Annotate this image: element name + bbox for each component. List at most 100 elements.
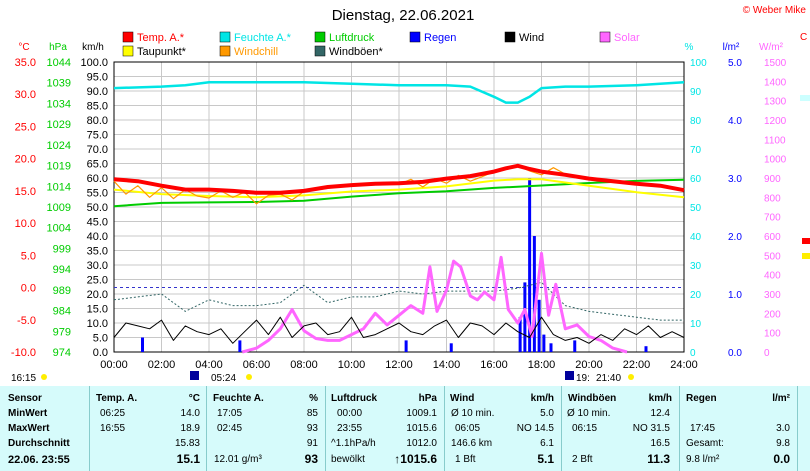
tick-label-solar_wm2: 400 bbox=[764, 271, 781, 282]
axis-title-rain_lm2: l/m² bbox=[723, 42, 740, 53]
tick-label-solar_wm2: 700 bbox=[764, 213, 781, 224]
series-line-wind bbox=[113, 316, 685, 344]
axis-title-temp_c: °C bbox=[18, 42, 29, 53]
tick-label-wind_kmh: 95.0 bbox=[87, 72, 108, 84]
legend-swatch bbox=[219, 31, 231, 43]
legend-swatch bbox=[599, 31, 611, 43]
rain-bar bbox=[404, 340, 408, 352]
legend-swatch bbox=[122, 45, 134, 57]
tick-label-wind_kmh: 30.0 bbox=[87, 260, 108, 272]
tick-label-pressure_hpa: 1039 bbox=[47, 78, 71, 90]
tick-label-temp_c: 35.0 bbox=[15, 57, 36, 69]
x-tick-label: 14:00 bbox=[433, 359, 461, 371]
legend-label: Wind bbox=[519, 32, 544, 44]
min-press-time: 00:00 bbox=[337, 408, 363, 419]
tick-label-temp_c: -5.0 bbox=[17, 315, 36, 327]
x-tick-label: 10:00 bbox=[338, 359, 366, 371]
sun-icon-3 bbox=[628, 374, 634, 380]
avg-press: 1012.0 bbox=[406, 438, 437, 449]
stats-table: Sensor Temp. A. °C Feuchte A. % Luftdruc… bbox=[0, 386, 810, 471]
rain-bar bbox=[542, 334, 546, 352]
tick-label-wind_kmh: 15.0 bbox=[87, 304, 108, 316]
row-label-current: 22.06. 23:55 bbox=[8, 454, 70, 466]
tick-label-wind_kmh: 75.0 bbox=[87, 130, 108, 142]
tick-label-humidity_pct: 40 bbox=[690, 232, 702, 243]
header-sensor: Sensor bbox=[8, 393, 42, 404]
current-rain: 0.0 bbox=[773, 452, 790, 466]
tick-label-humidity_pct: 10 bbox=[690, 319, 702, 330]
max-gust: NO 31.5 bbox=[632, 423, 670, 434]
x-tick-label: 22:00 bbox=[623, 359, 651, 371]
header-rain: Regen bbox=[686, 393, 717, 404]
tick-label-wind_kmh: 35.0 bbox=[87, 246, 108, 258]
min-wind-label: Ø 10 min. bbox=[451, 408, 495, 419]
edge-indicator-1: C bbox=[800, 32, 807, 43]
tick-label-solar_wm2: 0 bbox=[764, 348, 770, 359]
tick-label-humidity_pct: 60 bbox=[690, 174, 702, 185]
tick-label-humidity_pct: 0 bbox=[690, 348, 696, 359]
copyright-text: © Weber Mike bbox=[743, 5, 807, 16]
legend-label: Taupunkt* bbox=[137, 46, 187, 58]
weather-forecast: bewölkt bbox=[331, 454, 365, 465]
current-hum: 93 bbox=[304, 452, 318, 466]
tick-label-solar_wm2: 1400 bbox=[764, 77, 787, 88]
min-hum: 85 bbox=[306, 408, 318, 419]
legend-swatch bbox=[219, 45, 231, 57]
tick-label-pressure_hpa: 1019 bbox=[47, 161, 71, 173]
header-wind: Wind bbox=[450, 393, 475, 404]
chart-title: Dienstag, 22.06.2021 bbox=[332, 7, 475, 24]
tick-label-temp_c: 30.0 bbox=[15, 89, 36, 101]
tick-label-solar_wm2: 300 bbox=[764, 290, 781, 301]
tick-label-wind_kmh: 70.0 bbox=[87, 144, 108, 156]
rain-bar bbox=[549, 343, 553, 352]
tick-label-wind_kmh: 20.0 bbox=[87, 289, 108, 301]
current-gust-bft: 2 Bft bbox=[572, 454, 593, 465]
tick-label-wind_kmh: 55.0 bbox=[87, 188, 108, 200]
avg-temp: 15.83 bbox=[174, 438, 200, 449]
legend-swatch bbox=[122, 31, 134, 43]
x-tick-label: 12:00 bbox=[385, 359, 413, 371]
tick-label-humidity_pct: 20 bbox=[690, 290, 702, 301]
tick-label-pressure_hpa: 989 bbox=[53, 285, 71, 297]
x-tick-label: 02:00 bbox=[148, 359, 176, 371]
legend-label: Feuchte A.* bbox=[234, 32, 292, 44]
edge-indicator-3 bbox=[802, 238, 810, 244]
rain-bar bbox=[537, 299, 541, 352]
x-tick-label: 06:00 bbox=[243, 359, 271, 371]
tick-label-temp_c: 0.0 bbox=[21, 283, 36, 295]
max-rain: 3.0 bbox=[776, 423, 790, 434]
min-hum-time: 17:05 bbox=[217, 408, 243, 419]
rain-bar bbox=[532, 236, 536, 352]
header-humidity-unit: % bbox=[309, 393, 318, 404]
tick-label-pressure_hpa: 999 bbox=[53, 243, 71, 255]
tick-label-pressure_hpa: 979 bbox=[53, 326, 71, 338]
legend-label: Windchill bbox=[234, 46, 278, 58]
current-press: ↑1015.6 bbox=[394, 452, 437, 466]
rain-bar bbox=[573, 340, 577, 352]
tick-label-wind_kmh: 10.0 bbox=[87, 318, 108, 330]
column-separator bbox=[325, 386, 326, 471]
series-layer bbox=[113, 81, 685, 354]
x-tick-label: 08:00 bbox=[290, 359, 318, 371]
sun-icon-2 bbox=[246, 374, 252, 380]
sunset-time: 21:40 bbox=[596, 373, 621, 384]
wind-distance: 146.6 km bbox=[451, 438, 493, 449]
plot-frame bbox=[113, 61, 685, 353]
header-humidity: Feuchte A. bbox=[213, 393, 264, 404]
tick-label-rain_lm2: 5.0 bbox=[728, 58, 742, 69]
row-label-min: MinWert bbox=[8, 408, 48, 419]
tick-label-temp_c: 20.0 bbox=[15, 154, 36, 166]
header-wind-unit: km/h bbox=[530, 393, 554, 404]
row-label-max: MaxWert bbox=[8, 423, 50, 434]
tick-label-rain_lm2: 0.0 bbox=[728, 348, 742, 359]
tick-label-solar_wm2: 1500 bbox=[764, 58, 787, 69]
min-gust-label: Ø 10 min. bbox=[567, 408, 611, 419]
legend-swatch bbox=[409, 31, 421, 43]
tick-label-solar_wm2: 900 bbox=[764, 174, 781, 185]
axis-title-wind_kmh: km/h bbox=[82, 42, 104, 53]
rain-bar bbox=[238, 340, 242, 352]
min-press: 1009.1 bbox=[406, 408, 437, 419]
column-separator bbox=[797, 386, 798, 471]
edge-indicator-4 bbox=[802, 253, 810, 259]
max-wind-time: 06:05 bbox=[455, 423, 481, 434]
